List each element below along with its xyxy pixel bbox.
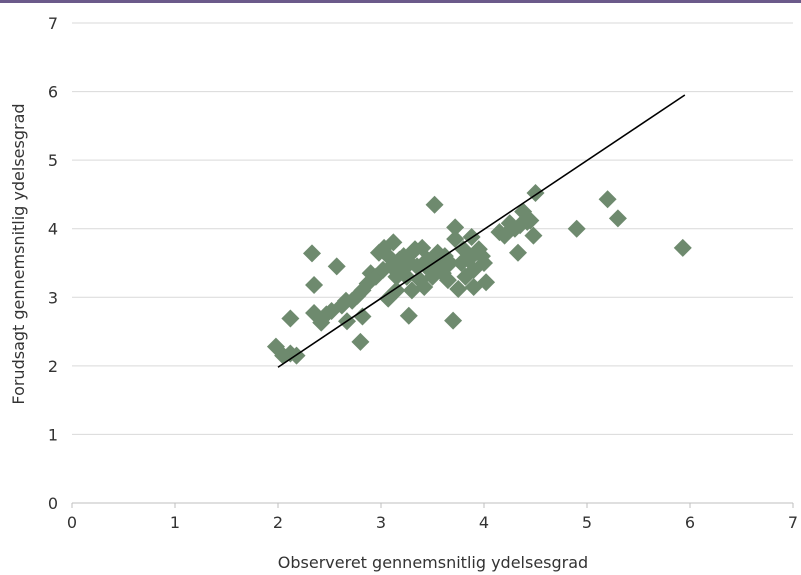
x-tick-label: 1 bbox=[170, 513, 180, 532]
data-points bbox=[266, 184, 692, 365]
y-tick-label: 0 bbox=[48, 494, 58, 513]
x-tick-label: 4 bbox=[479, 513, 489, 532]
data-point bbox=[608, 209, 627, 228]
data-point bbox=[521, 211, 540, 230]
y-tick-label: 3 bbox=[48, 288, 58, 307]
x-axis-title: Observeret gennemsnitlig ydelsesgrad bbox=[278, 553, 588, 572]
data-point bbox=[305, 275, 324, 294]
x-tick-label: 5 bbox=[582, 513, 592, 532]
data-point bbox=[449, 280, 468, 299]
y-tick-labels: 0 1 2 3 4 5 6 7 bbox=[48, 14, 58, 513]
data-point bbox=[351, 332, 370, 351]
data-point bbox=[428, 243, 447, 262]
gridlines bbox=[72, 22, 793, 504]
reference-line bbox=[277, 94, 686, 368]
data-point bbox=[415, 278, 434, 296]
data-point bbox=[353, 307, 372, 326]
y-axis-title: Forudsagt gennemsnitlig ydelsesgrad bbox=[9, 103, 28, 404]
x-tick-label: 0 bbox=[67, 513, 77, 532]
y-tick-label: 2 bbox=[48, 357, 58, 376]
data-point bbox=[425, 195, 444, 214]
x-tick-labels: 0 1 2 3 4 5 6 7 bbox=[67, 503, 798, 532]
top-rule bbox=[0, 0, 801, 3]
y-tick-label: 6 bbox=[48, 83, 58, 102]
y-tick-label: 1 bbox=[48, 425, 58, 444]
data-point bbox=[302, 244, 321, 263]
data-point bbox=[399, 306, 418, 325]
x-tick-label: 2 bbox=[273, 513, 283, 532]
y-tick-label: 4 bbox=[48, 220, 58, 239]
data-point bbox=[446, 218, 465, 237]
data-point bbox=[441, 254, 460, 272]
y-tick-label: 5 bbox=[48, 151, 58, 170]
data-point bbox=[446, 230, 465, 248]
data-point bbox=[673, 238, 692, 257]
data-point bbox=[477, 273, 496, 292]
data-point bbox=[524, 226, 543, 245]
data-point bbox=[397, 267, 416, 286]
x-tick-label: 3 bbox=[376, 513, 386, 532]
data-point bbox=[444, 311, 463, 330]
data-point bbox=[567, 219, 586, 238]
data-point bbox=[598, 190, 617, 209]
data-point bbox=[475, 254, 493, 272]
data-point bbox=[387, 281, 406, 300]
x-tick-label: 6 bbox=[685, 513, 695, 532]
data-point bbox=[384, 233, 403, 252]
data-point bbox=[508, 243, 527, 262]
data-point bbox=[327, 257, 346, 276]
data-point bbox=[281, 309, 300, 328]
data-point bbox=[438, 271, 457, 290]
x-tick-label: 7 bbox=[788, 513, 798, 532]
y-tick-label: 7 bbox=[48, 14, 58, 33]
